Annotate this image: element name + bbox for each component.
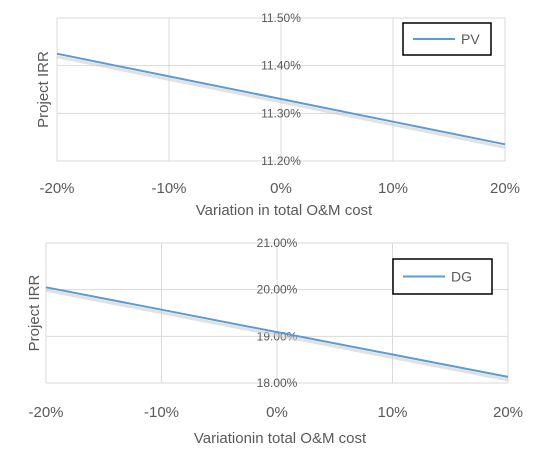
x-tick-label: 20% [493,404,523,421]
y-tick-label: 21.00% [257,236,298,250]
y-tick-label: 20.00% [257,283,298,297]
series-line-shadow [56,55,506,149]
x-tick-label: -20% [28,404,63,421]
chart-dg: 18.00%19.00%20.00%21.00%-20% -10% 0% 10% 20%… [26,236,523,447]
series-line-dg [45,286,509,378]
y-tick-label: 11.50% [261,11,301,25]
x-tick-label: 0% [270,180,292,197]
x-tick-label: -10% [151,180,186,197]
y-tick-label: 11.20% [261,154,301,168]
x-tick-label: -10% [144,404,179,421]
y-tick-label: 11.40% [261,59,301,73]
legend-label: DG [451,269,472,285]
x-tick-label: -20% [39,180,74,197]
legend-label: PV [461,31,480,47]
y-tick-label: 11.30% [261,106,301,120]
x-tick-label: 20% [490,180,520,197]
y-axis-title: Project IRR [35,51,52,128]
series-line-pv [56,52,506,146]
series-line-shadow [45,288,509,382]
y-axis-title: Project IRR [26,274,43,351]
x-axis-title: Variationin total O&M cost [194,430,367,447]
x-tick-label: 10% [378,180,408,197]
x-tick-label: 10% [377,404,407,421]
x-tick-label: 0% [266,404,288,421]
x-axis-title: Variation in total O&M cost [196,202,373,219]
y-tick-label: 18.00% [257,376,298,390]
chart-pv: 11.20% 11.30% 11.40% 11.50% -20% -10% 0% 10% 20%… [35,11,520,219]
